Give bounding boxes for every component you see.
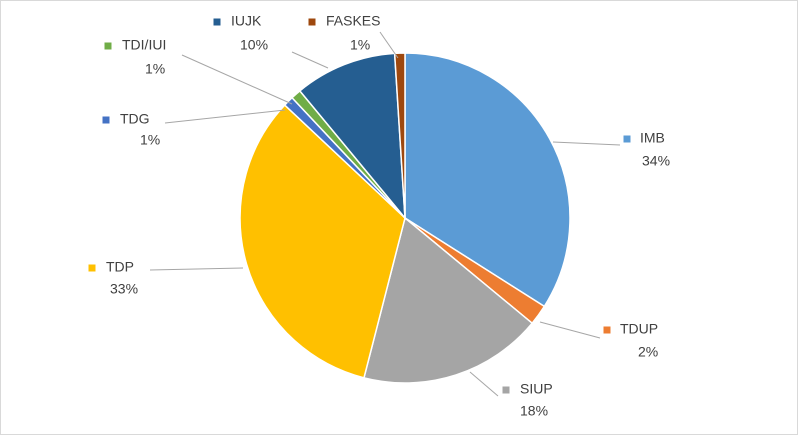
legend-swatch	[104, 42, 112, 50]
data-label-value: 34%	[642, 153, 670, 169]
pie-slice	[239, 103, 406, 379]
data-label-value: 1%	[350, 37, 370, 53]
leader-line	[379, 31, 399, 59]
legend-swatch	[88, 264, 96, 272]
data-label-name: TDP	[106, 259, 134, 275]
legend-swatch	[308, 18, 316, 26]
legend-swatch	[102, 116, 110, 124]
leader-line	[181, 54, 293, 105]
legend-swatch	[623, 135, 631, 143]
legend-swatch	[213, 18, 221, 26]
data-label-value: 1%	[140, 132, 160, 148]
data-label-value: 33%	[110, 281, 138, 297]
pie-slice	[363, 216, 534, 384]
leader-line	[291, 51, 329, 69]
data-label-value: 2%	[638, 344, 658, 360]
leader-line	[469, 371, 499, 397]
data-label-name: FASKES	[326, 13, 380, 29]
leader-line	[164, 109, 286, 124]
leader-line	[552, 141, 621, 146]
data-label-name: SIUP	[520, 381, 553, 397]
data-label-name: TDI/IUI	[122, 37, 166, 53]
data-label-value: 10%	[240, 37, 268, 53]
legend-swatch	[502, 386, 510, 394]
leader-line	[539, 321, 601, 339]
data-label-value: 1%	[145, 61, 165, 77]
legend-swatch	[603, 326, 611, 334]
data-label-value: 18%	[520, 403, 548, 419]
pie-slice	[404, 52, 571, 308]
data-label-name: TDUP	[620, 321, 658, 337]
data-label-name: IMB	[640, 130, 665, 146]
pie-slice	[298, 52, 406, 221]
data-label-name: IUJK	[231, 13, 262, 29]
data-label-name: TDG	[120, 111, 150, 127]
leader-line	[149, 267, 244, 271]
